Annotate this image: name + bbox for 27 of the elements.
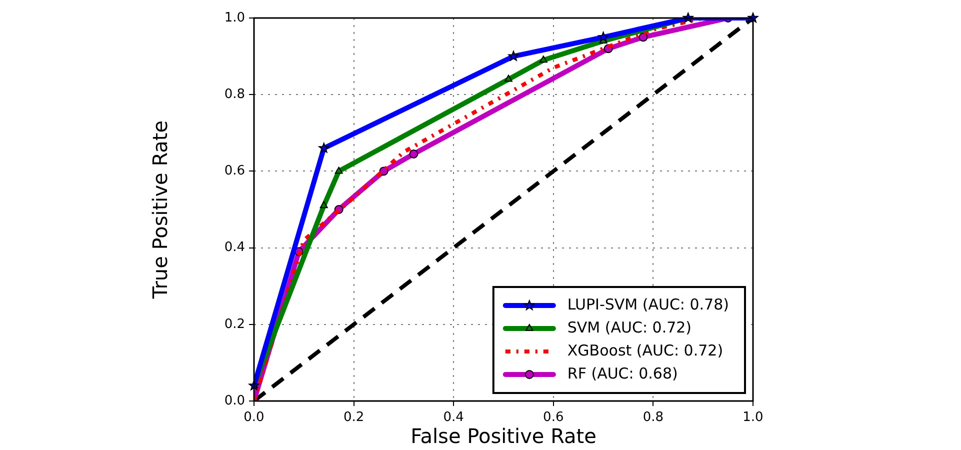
point: [638, 32, 648, 42]
point: [508, 50, 519, 61]
point: [318, 142, 330, 153]
legend-label: XGBoost (AUC: 0.72): [567, 341, 724, 360]
x-tick-label: 0.4: [443, 410, 464, 426]
y-axis-title: True Positive Rate: [148, 120, 172, 300]
point: [504, 74, 512, 82]
x-tick-label: 1.0: [742, 410, 764, 426]
point: [334, 166, 343, 174]
y-tick-label: 1.0: [224, 10, 245, 26]
point: [598, 32, 609, 42]
y-tick-label: 0.6: [224, 164, 245, 179]
y-tick-label: 0.8: [224, 86, 245, 102]
legend-label: LUPI-SVM (AUC: 0.78): [567, 295, 730, 314]
x-tick-label: 0.0: [244, 410, 264, 426]
y-tick-label: 0.4: [224, 240, 245, 256]
x-tick-label: 0.2: [343, 410, 364, 426]
legend-label: SVM (AUC: 0.72): [567, 318, 692, 336]
point: [320, 201, 328, 208]
x-tick-label: 0.8: [642, 410, 664, 426]
point: [409, 149, 418, 158]
y-tick-label: 0.0: [224, 393, 245, 408]
y-tick-label: 0.2: [224, 316, 245, 332]
point: [539, 56, 548, 63]
x-tick-label: 0.6: [543, 410, 564, 426]
x-axis-title: False Positive Rate: [410, 424, 596, 448]
legend-label: RF (AUC: 0.68): [567, 364, 678, 382]
